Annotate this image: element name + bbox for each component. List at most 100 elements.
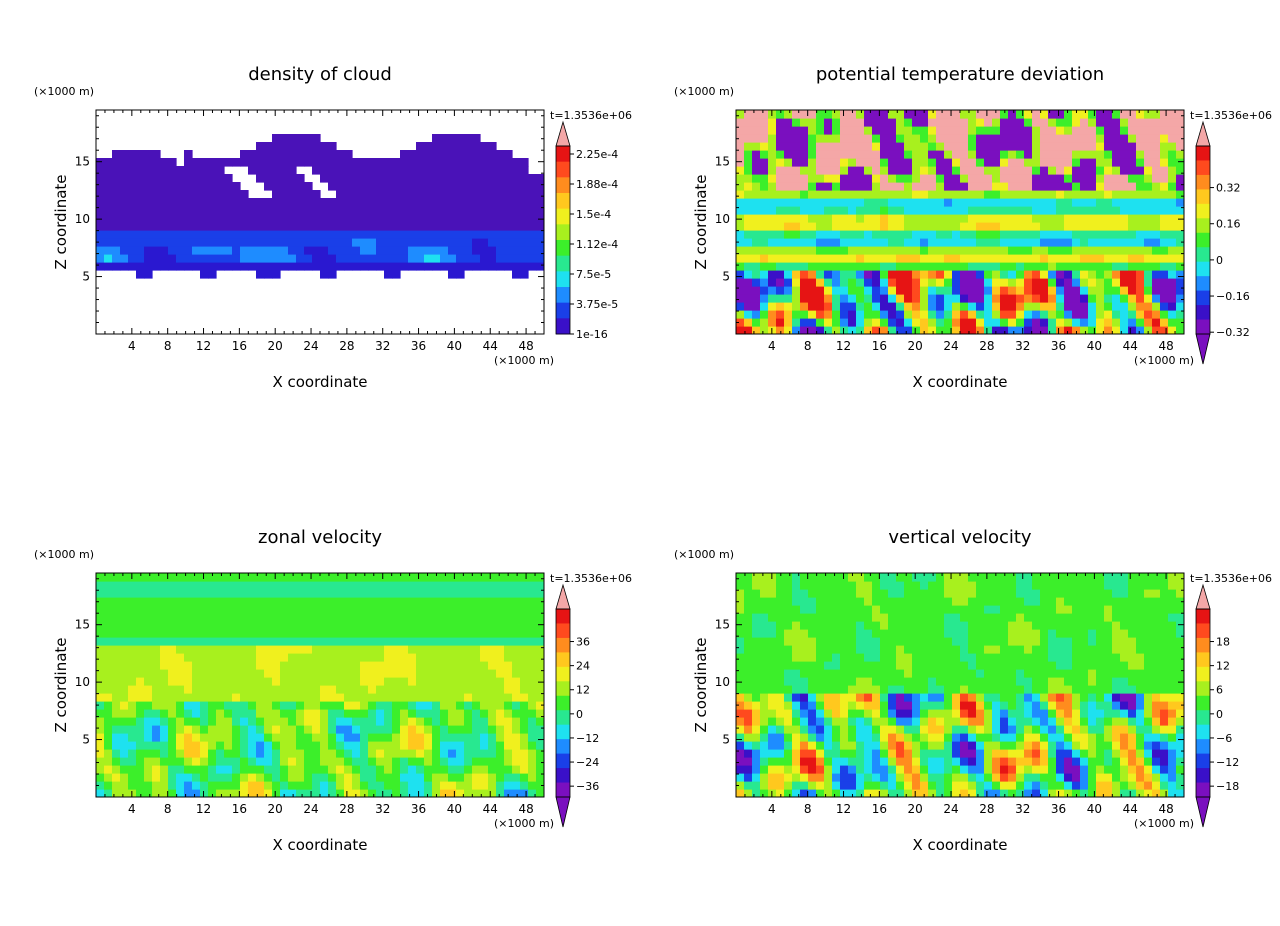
- field-cell: [240, 717, 249, 726]
- field-cell: [288, 597, 297, 606]
- field-cell: [744, 717, 753, 726]
- field-cell: [808, 597, 817, 606]
- field-cell: [256, 781, 265, 790]
- field-cell: [848, 709, 857, 718]
- field-cell: [752, 605, 761, 614]
- field-cell: [440, 214, 449, 223]
- field-cell: [160, 645, 169, 654]
- field-cell: [328, 629, 337, 638]
- field-cell: [272, 158, 281, 167]
- field-cell: [1120, 150, 1129, 159]
- field-cell: [1096, 286, 1105, 295]
- field-cell: [432, 613, 441, 622]
- field-cell: [280, 150, 289, 159]
- field-cell: [448, 685, 457, 694]
- field-cell: [280, 637, 289, 646]
- x-tick-label: 48: [518, 802, 533, 816]
- field-cell: [760, 573, 769, 582]
- field-cell: [144, 613, 153, 622]
- field-cell: [776, 318, 785, 327]
- field-cell: [224, 741, 233, 750]
- field-cell: [120, 262, 129, 271]
- field-cell: [448, 246, 457, 255]
- field-cell: [408, 573, 417, 582]
- field-cell: [1168, 286, 1177, 295]
- field-cell: [840, 677, 849, 686]
- field-cell: [736, 581, 745, 590]
- field-cell: [368, 629, 377, 638]
- field-cell: [848, 110, 857, 119]
- field-cell: [816, 749, 825, 758]
- field-cell: [824, 278, 833, 287]
- field-cell: [384, 238, 393, 247]
- field-cell: [536, 709, 544, 718]
- field-cell: [168, 669, 177, 678]
- field-cell: [816, 206, 825, 215]
- field-cell: [120, 605, 129, 614]
- field-cell: [336, 254, 345, 263]
- field-cell: [184, 158, 193, 167]
- field-cell: [952, 278, 961, 287]
- field-cell: [344, 182, 353, 191]
- field-cell: [1088, 158, 1097, 167]
- field-cell: [912, 206, 921, 215]
- field-cell: [928, 302, 937, 311]
- y-axis-label: Z coordinate: [692, 174, 710, 269]
- field-cell: [360, 709, 369, 718]
- field-cell: [784, 326, 793, 334]
- field-cell: [1120, 158, 1129, 167]
- field-cell: [352, 725, 361, 734]
- field-cell: [256, 621, 265, 630]
- field-cell: [120, 661, 129, 670]
- field-cell: [416, 733, 425, 742]
- field-cell: [872, 158, 881, 167]
- field-cell: [432, 789, 441, 797]
- field-cell: [304, 685, 313, 694]
- field-cell: [1168, 294, 1177, 303]
- field-cell: [432, 685, 441, 694]
- field-cell: [832, 749, 841, 758]
- field-cell: [376, 182, 385, 191]
- field-cell: [528, 238, 537, 247]
- field-cell: [496, 605, 505, 614]
- field-cell: [760, 174, 769, 183]
- field-cell: [128, 733, 137, 742]
- field-cell: [432, 661, 441, 670]
- x-tick-label: 48: [1158, 339, 1173, 353]
- field-cell: [1152, 110, 1161, 119]
- field-cell: [400, 166, 409, 175]
- field-cell: [408, 789, 417, 797]
- field-cell: [136, 661, 145, 670]
- colorbar-segment: [1196, 290, 1210, 306]
- field-cell: [488, 573, 497, 582]
- field-cell: [288, 262, 297, 271]
- colorbar-segment: [556, 224, 570, 241]
- field-cell: [472, 581, 481, 590]
- field-cell: [104, 166, 113, 175]
- field-cell: [824, 781, 833, 790]
- field-cell: [1008, 198, 1017, 207]
- field-cell: [312, 142, 321, 151]
- field-cell: [840, 190, 849, 199]
- field-cell: [120, 573, 129, 582]
- field-cell: [1120, 294, 1129, 303]
- field-cell: [160, 238, 169, 247]
- field-cell: [328, 222, 337, 231]
- field-cell: [768, 238, 777, 247]
- field-cell: [928, 222, 937, 231]
- field-cell: [264, 589, 273, 598]
- field-cell: [960, 166, 969, 175]
- field-cell: [784, 278, 793, 287]
- field-cell: [192, 158, 201, 167]
- field-cell: [200, 206, 209, 215]
- field-cell: [1024, 142, 1033, 151]
- field-cell: [864, 214, 873, 223]
- field-cell: [936, 286, 945, 295]
- field-cell: [168, 621, 177, 630]
- field-cell: [840, 318, 849, 327]
- field-cell: [1040, 214, 1049, 223]
- field-cell: [864, 789, 873, 797]
- field-cell: [872, 142, 881, 151]
- field-cell: [464, 238, 473, 247]
- field-cell: [832, 246, 841, 255]
